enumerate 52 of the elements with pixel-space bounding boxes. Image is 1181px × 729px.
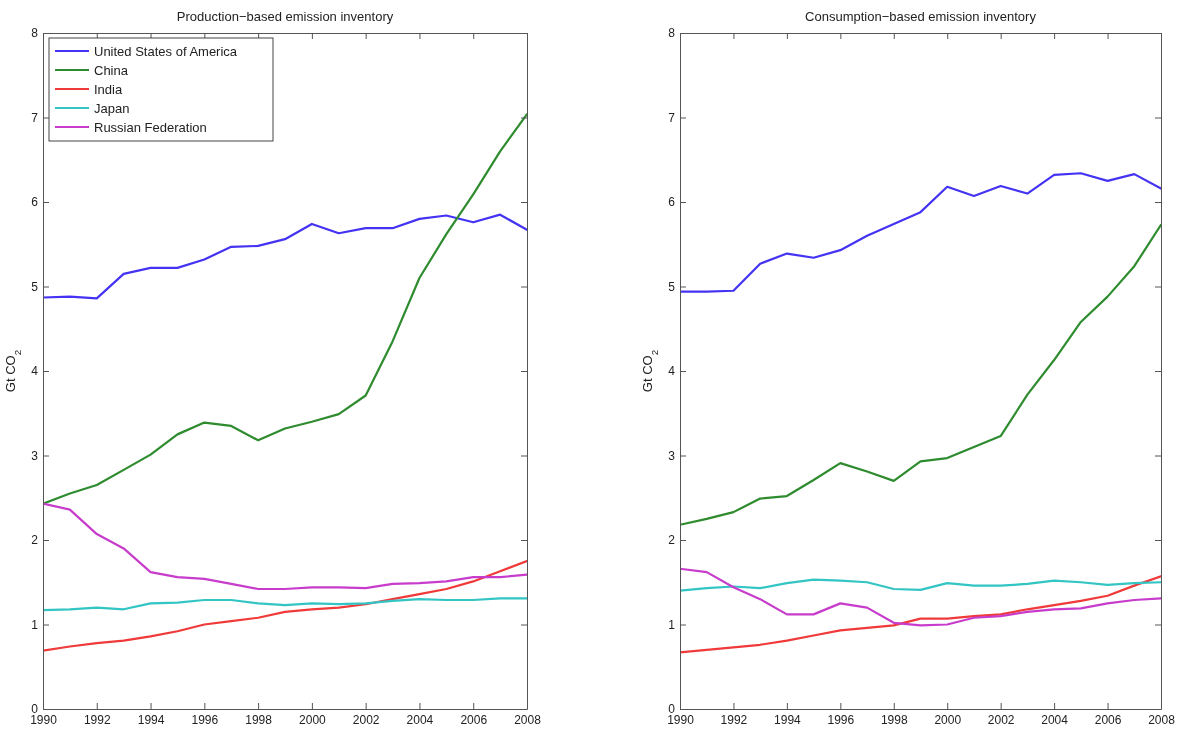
x-tick-label: 1994 [137,712,165,727]
line-series [43,502,527,591]
y-tick-label: 3 [31,448,39,463]
legend-label: China [94,63,129,78]
line-series [680,172,1161,293]
x-tick-label: 1996 [827,712,855,727]
line-series [43,213,527,300]
y-tick-label: 4 [668,364,676,379]
y-tick-label: 7 [31,110,39,125]
y-tick-label: 8 [668,26,676,41]
line-series [680,578,1161,592]
chart-title: Consumption−based emission inventory [805,9,1037,24]
x-tick-label: 2002 [352,712,380,727]
y-tick-label: 1 [31,617,39,632]
x-tick-label: 1994 [774,712,802,727]
x-tick-label: 2000 [934,712,962,727]
line-series [680,575,1161,654]
y-tick-label: 1 [668,617,676,632]
y-tick-label: 2 [668,533,676,548]
legend-label: Russian Federation [94,120,207,135]
y-tick-label: 3 [668,448,676,463]
chart-title: Production−based emission inventory [176,9,394,24]
x-tick-label: 1990 [30,712,58,727]
y-tick-label: 6 [668,195,676,210]
y-tick-label: 6 [31,195,39,210]
line-series [680,223,1161,526]
y-tick-label: 4 [31,364,39,379]
y-tick-label: 2 [31,533,39,548]
y-tick-label: 5 [668,279,676,294]
x-tick-label: 2002 [987,712,1015,727]
x-tick-label: 2004 [406,712,434,727]
x-tick-label: 1992 [83,712,111,727]
legend-label: Japan [94,101,130,116]
x-tick-label: 1996 [191,712,219,727]
legend-label: India [94,82,123,97]
x-tick-label: 1998 [880,712,908,727]
x-tick-label: 2008 [1148,712,1176,727]
x-tick-label: 2000 [299,712,327,727]
x-tick-label: 2006 [460,712,488,727]
x-tick-label: 1992 [720,712,748,727]
y-tick-label: 5 [31,279,39,294]
x-tick-label: 2006 [1094,712,1122,727]
line-series [680,567,1161,627]
y-tick-label: 7 [668,110,676,125]
x-tick-label: 2004 [1041,712,1069,727]
line-series [43,560,527,652]
y-tick-label: 8 [31,26,39,41]
x-tick-label: 1990 [667,712,695,727]
x-tick-label: 2008 [514,712,542,727]
x-tick-label: 1998 [245,712,273,727]
line-series [43,597,527,612]
legend-label: United States of America [94,44,238,59]
